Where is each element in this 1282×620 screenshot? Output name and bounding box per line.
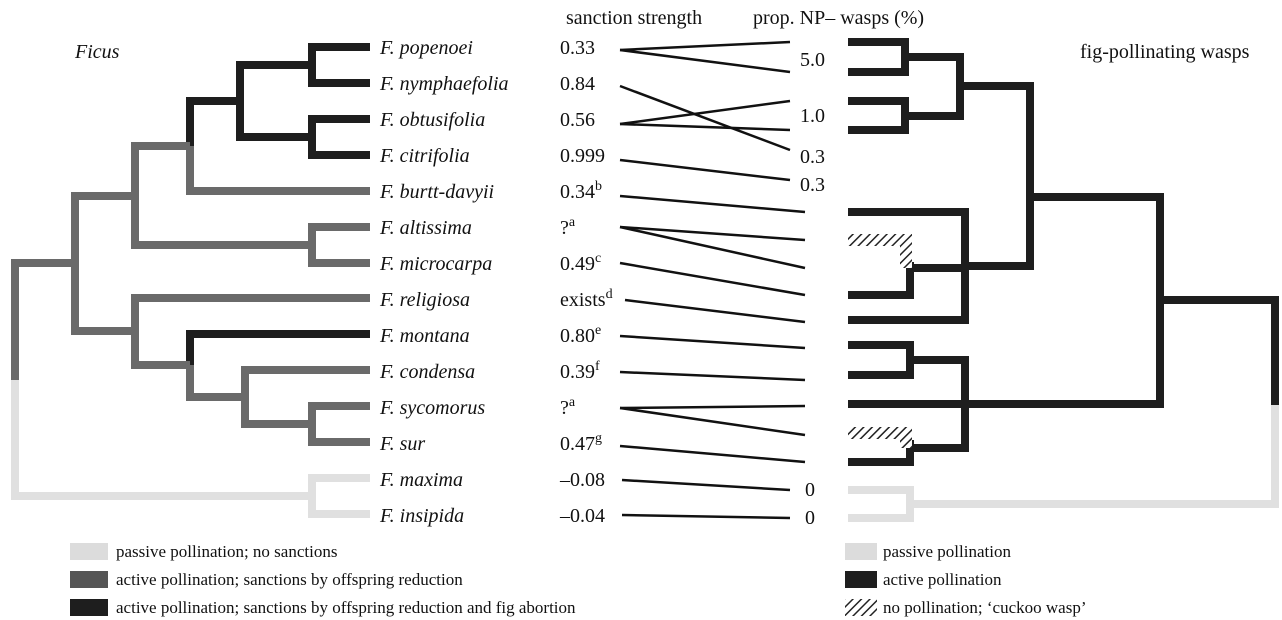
species-label: F. burtt-davyii (379, 181, 494, 203)
sanction-value: ?a (560, 215, 576, 239)
np-value: 0 (805, 479, 815, 501)
legend-swatch (70, 599, 108, 616)
wasp-title: fig-pollinating wasps (1080, 41, 1250, 63)
species-label: F. religiosa (379, 289, 470, 311)
sanction-value: 0.49c (560, 251, 601, 275)
species-label: F. popenoei (379, 37, 473, 59)
sanction-value: 0.39f (560, 359, 600, 383)
species-label: F. citrifolia (379, 145, 470, 167)
sanction-note: f (595, 359, 600, 374)
sanction-text: –0.04 (559, 505, 605, 527)
sanction-note: b (595, 179, 602, 194)
species-label: F. altissima (379, 217, 472, 239)
legend-label: passive pollination; no sanctions (116, 542, 337, 561)
sanction-text: 0.47 (560, 433, 595, 455)
legend-label: active pollination; sanctions by offspri… (116, 570, 463, 589)
links (619, 40, 806, 520)
ficus-title: Ficus (74, 41, 120, 63)
sanction-text: exists (560, 289, 606, 311)
sanction-text: 0.56 (560, 109, 595, 131)
species-label: F. maxima (379, 469, 463, 491)
legend-swatch (70, 571, 108, 588)
sanction-text: 0.84 (560, 73, 595, 95)
sanction-value: –0.04 (559, 505, 605, 527)
sanction-value: 0.56 (560, 109, 595, 131)
species-label: F. sycomorus (379, 397, 485, 419)
legend-swatch (845, 543, 877, 560)
sanction-value: 0.34b (560, 179, 602, 203)
species-label: F. nymphaefolia (379, 73, 509, 95)
sanction-text: ? (560, 397, 569, 419)
np-value: 1.0 (800, 105, 825, 127)
species-label: F. insipida (379, 505, 464, 527)
sanction-text: 0.34 (560, 181, 595, 203)
ficus-tree (11, 43, 370, 518)
legend-swatch (70, 543, 108, 560)
species-label: F. condensa (379, 361, 475, 383)
sanction-value: 0.33 (560, 37, 595, 59)
species-label: F. sur (379, 433, 425, 455)
sanction-note: c (595, 251, 601, 266)
sanction-text: 0.39 (560, 361, 595, 383)
sanction-note: d (606, 287, 613, 302)
sanction-value: ?a (560, 395, 576, 419)
legend-label: active pollination; sanctions by offspri… (116, 598, 576, 617)
sanction-value: 0.999 (560, 145, 605, 167)
sanction-value: 0.80e (560, 323, 601, 347)
sanction-note: g (595, 431, 602, 446)
wasp-tree (848, 38, 1279, 522)
sanction-text: ? (560, 217, 569, 239)
legend-swatch (845, 571, 877, 588)
sanction-text: 0.999 (560, 145, 605, 167)
legend-swatch (845, 599, 877, 616)
legend-label: no pollination; ‘cuckoo wasp’ (883, 598, 1087, 617)
legend-label: active pollination (883, 570, 1002, 589)
species-label: F. microcarpa (379, 253, 492, 275)
sanction-text: 0.33 (560, 37, 595, 59)
sanction-text: 0.80 (560, 325, 595, 347)
sanction-note: e (595, 323, 601, 338)
np-value: 5.0 (800, 49, 825, 71)
np-header: prop. NP– wasps (%) (753, 7, 924, 29)
sanction-note: a (569, 215, 576, 230)
sanction-value: existsd (560, 287, 613, 311)
np-value: 0 (805, 507, 815, 529)
sanction-header: sanction strength (566, 7, 702, 29)
legend-label: passive pollination (883, 542, 1011, 561)
np-value: 0.3 (800, 174, 825, 196)
sanction-text: 0.49 (560, 253, 595, 275)
sanction-note: a (569, 395, 576, 410)
sanction-value: 0.47g (560, 431, 602, 455)
sanction-text: –0.08 (559, 469, 605, 491)
sanction-value: –0.08 (559, 469, 605, 491)
species-label: F. montana (379, 325, 470, 347)
species-label: F. obtusifolia (379, 109, 485, 131)
sanction-value: 0.84 (560, 73, 595, 95)
np-value: 0.3 (800, 146, 825, 168)
